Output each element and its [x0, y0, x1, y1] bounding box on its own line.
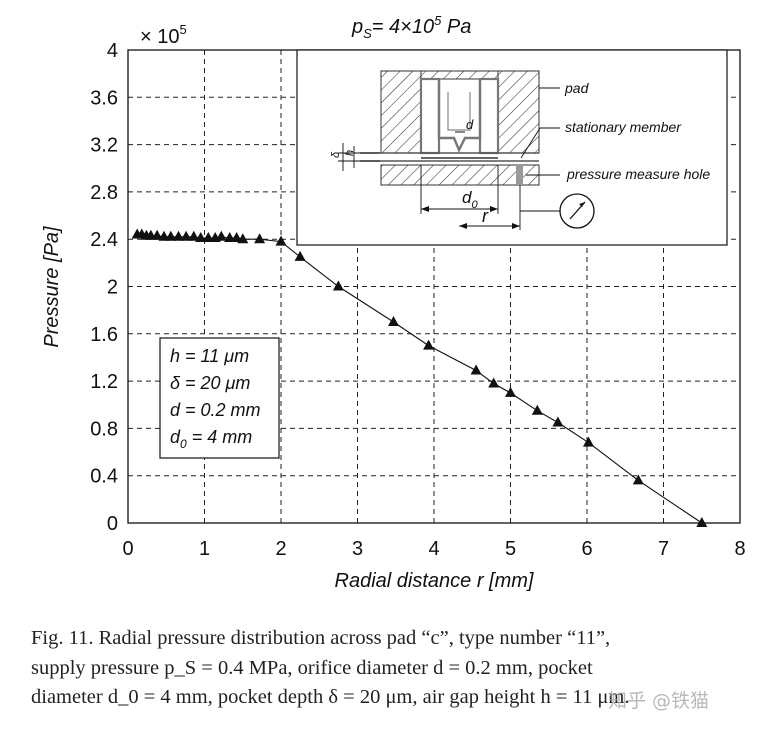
data-point — [202, 232, 214, 242]
data-point — [165, 230, 177, 241]
data-point — [195, 232, 207, 242]
y-tick-label: 0.8 — [90, 418, 118, 440]
x-tick-label: 1 — [199, 538, 210, 560]
series-markers — [131, 228, 708, 527]
data-point — [388, 316, 399, 326]
data-point — [215, 230, 227, 241]
y-tick-label: 2.4 — [90, 229, 118, 251]
data-point — [237, 233, 249, 244]
data-point — [224, 232, 236, 242]
x-tick-label: 2 — [275, 538, 286, 560]
inset-label-h: h — [344, 150, 356, 156]
pressure-chart: 0 0.4 0.8 1.2 1.6 2 2.4 2.8 3.2 3.6 4 0 1 2 3 4 5 6 7 8 pS… — [41, 13, 746, 592]
y-axis-label: Pressure [Pa] — [41, 226, 63, 348]
x-tick-label: 5 — [505, 538, 516, 560]
data-point — [696, 517, 708, 527]
data-point — [505, 386, 516, 397]
data-point — [470, 364, 482, 375]
data-point — [488, 377, 500, 388]
data-point — [423, 339, 435, 350]
inset-label-delta: δ — [330, 151, 342, 158]
y-tick-label: 3.2 — [90, 135, 118, 157]
data-point — [632, 474, 644, 485]
y-ticks: 0 0.4 0.8 1.2 1.6 2 2.4 2.8 3.2 3.6 4 — [90, 40, 118, 535]
inset-label-hole: pressure measure hole — [566, 166, 710, 182]
data-point — [294, 250, 306, 261]
inset-label-d: d — [466, 117, 474, 132]
data-point — [254, 233, 266, 244]
x-ticks: 0 1 2 3 4 5 6 7 8 — [122, 538, 745, 560]
inset-diagram: d δ h d0 r pad stationary member pressur… — [296, 49, 728, 246]
caption-line-2: supply pressure p_S = 0.4 MPa, orifice d… — [31, 656, 593, 679]
data-point — [552, 416, 564, 427]
y-multiplier: × 105 — [140, 22, 187, 48]
y-tick-label: 1.2 — [90, 371, 118, 393]
data-point — [180, 230, 192, 241]
param-d0: d0 = 4 mm — [170, 427, 252, 451]
param-h: h = 11 μm — [170, 346, 249, 366]
caption-line-3: diameter d_0 = 4 mm, pocket depth δ = 20… — [31, 686, 630, 708]
x-tick-label: 4 — [428, 538, 439, 560]
y-tick-label: 2 — [107, 277, 118, 299]
data-point — [583, 436, 594, 447]
data-point — [531, 404, 543, 415]
y-tick-label: 4 — [107, 40, 118, 62]
x-tick-label: 3 — [352, 538, 363, 560]
data-point — [332, 280, 344, 291]
x-tick-label: 6 — [581, 538, 592, 560]
param-d: d = 0.2 mm — [170, 400, 261, 420]
data-point — [173, 230, 184, 241]
y-tick-label: 2.8 — [90, 182, 118, 204]
x-tick-label: 8 — [734, 538, 745, 560]
x-tick-label: 7 — [658, 538, 669, 560]
inset-label-d0: d0 — [462, 188, 478, 211]
data-point — [188, 230, 200, 241]
y-tick-label: 3.6 — [90, 87, 118, 109]
figure-caption: Fig. 11. Radial pressure distribution ac… — [31, 624, 757, 713]
y-tick-label: 1.6 — [90, 324, 118, 346]
inset-label-r: r — [482, 206, 489, 226]
data-point — [275, 235, 287, 246]
parameter-box: h = 11 μm δ = 20 μm d = 0.2 mm d0 = 4 mm — [159, 337, 280, 459]
y-tick-label: 0.4 — [90, 466, 118, 488]
chart-title: pS= 4×105 Pa — [351, 13, 471, 41]
x-axis-label: Radial distance r [mm] — [335, 570, 534, 592]
param-delta: δ = 20 μm — [170, 373, 250, 393]
inset-label-pad: pad — [564, 80, 590, 96]
data-point — [151, 229, 163, 240]
x-tick-label: 0 — [122, 538, 133, 560]
watermark: 知乎 @铁猫 — [608, 690, 710, 712]
y-tick-label: 0 — [107, 513, 118, 535]
inset-label-stationary: stationary member — [565, 119, 682, 135]
caption-line-1: Fig. 11. Radial pressure distribution ac… — [31, 627, 611, 649]
